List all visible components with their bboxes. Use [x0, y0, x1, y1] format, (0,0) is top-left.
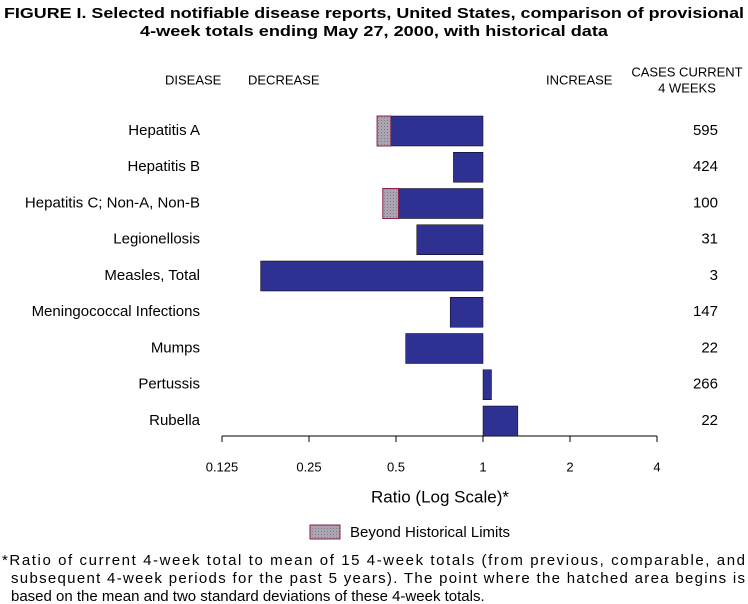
bar [260, 260, 484, 292]
y-tick-label: Meningococcal Infections [32, 303, 200, 320]
chart-title: 4-week totals ending May 27, 2000, with … [140, 23, 609, 40]
bar [449, 297, 484, 328]
case-count: 424 [693, 158, 718, 175]
header: INCREASE [546, 72, 613, 87]
case-count: 100 [693, 194, 718, 211]
x-tick-label: 4 [653, 459, 660, 474]
bar-beyond-limits [382, 188, 399, 219]
bar [398, 188, 484, 219]
y-tick-label: Hepatitis C; Non-A, Non-B [25, 194, 200, 211]
y-tick-label: Pertussis [138, 376, 200, 393]
y-tick-label: Hepatitis A [128, 122, 200, 139]
y-tick-label: Rubella [149, 412, 201, 429]
header: 4 WEEKS [658, 80, 716, 95]
header: DISEASE [165, 72, 222, 87]
legend-label: Beyond Historical Limits [350, 524, 510, 541]
bar [405, 333, 484, 364]
case-count: 266 [693, 376, 718, 393]
bar [482, 369, 492, 400]
header: CASES CURRENT [631, 64, 742, 79]
chart-title: FIGURE I. Selected notifiable disease re… [4, 5, 744, 22]
y-tick-label: Legionellosis [113, 231, 200, 248]
header: DECREASE [248, 72, 320, 87]
footnote: *Ratio of current 4-week total to mean o… [2, 552, 745, 569]
bar [416, 224, 484, 255]
bar [482, 405, 519, 437]
case-count: 595 [693, 122, 718, 139]
case-count: 31 [701, 231, 718, 248]
bar [453, 152, 484, 183]
case-count: 22 [701, 339, 718, 356]
case-count: 22 [701, 412, 718, 429]
case-count: 147 [693, 303, 718, 320]
bar [390, 115, 484, 147]
x-tick-label: 2 [566, 459, 573, 474]
x-tick-label: 0.125 [206, 459, 239, 474]
y-tick-label: Mumps [151, 339, 200, 356]
bar-beyond-limits [376, 115, 392, 147]
x-tick-label: 1 [479, 459, 486, 474]
footnote: based on the mean and two standard devia… [11, 588, 485, 604]
x-tick-label: 0.5 [387, 459, 405, 474]
y-tick-label: Hepatitis B [127, 158, 200, 175]
footnote: subsequent 4-week periods for the past 5… [11, 570, 745, 587]
legend-swatch [309, 524, 341, 540]
x-tick-label: 0.25 [296, 459, 321, 474]
case-count: 3 [710, 267, 718, 284]
x-axis-label: Ratio (Log Scale)* [371, 487, 509, 506]
y-tick-label: Measles, Total [104, 267, 200, 284]
